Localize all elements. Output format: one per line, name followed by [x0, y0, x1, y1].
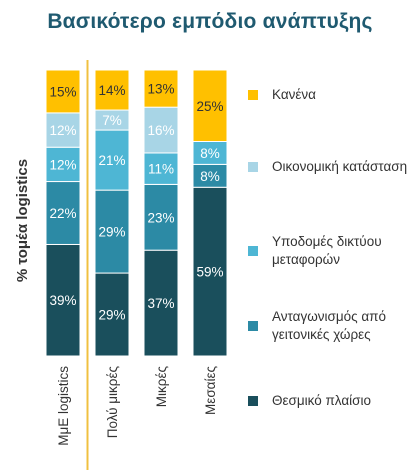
legend-item-2: Υποδομές δικτύου μεταφορών — [248, 233, 420, 269]
bar-segment-1-4 — [94, 69, 130, 111]
data-label-0-4: 15% — [49, 84, 76, 99]
data-label-2-2: 11% — [148, 162, 174, 177]
legend-item-1: Ανταγωνισμός από γειτονικές χώρες — [248, 308, 420, 344]
data-label-3-2: 8% — [200, 146, 220, 161]
bar-segment-2-2 — [143, 152, 179, 185]
data-label-1-1: 29% — [98, 225, 125, 240]
data-label-2-4: 13% — [147, 82, 174, 97]
data-label-2-3: 16% — [147, 123, 174, 138]
data-label-1-3: 7% — [102, 113, 122, 128]
data-label-1-0: 29% — [98, 308, 125, 323]
bar-segment-0-0 — [45, 243, 81, 357]
legend-swatch-0 — [248, 396, 258, 406]
legend-swatch-2 — [248, 246, 258, 256]
chart-title: Βασικότερο εμπόδιο ανάπτυξης — [47, 10, 373, 33]
bar-segment-0-1 — [45, 181, 81, 245]
legend-swatch-3 — [248, 162, 258, 172]
bar-segment-3-0 — [192, 186, 228, 357]
legend-item-3: Οικονομική κατάσταση — [248, 158, 420, 176]
data-label-1-4: 14% — [98, 83, 125, 98]
category-label-3: Μεσαίες — [203, 366, 218, 415]
bar-segment-3-4 — [192, 69, 228, 142]
data-label-0-1: 22% — [49, 206, 76, 221]
legend-label-4: Κανένα — [272, 87, 316, 102]
legend-item-0: Θεσμικό πλαίσιο — [248, 392, 420, 410]
bar-segment-0-3 — [45, 112, 81, 148]
category-label-0: ΜμΕ logistics — [56, 366, 71, 446]
bar-segment-0-4 — [45, 69, 81, 114]
data-label-0-3: 12% — [49, 123, 76, 138]
legend-label-3: Οικονομική κατάσταση — [272, 159, 408, 174]
legend-swatch-4 — [248, 90, 258, 100]
legend-label-1: Ανταγωνισμός από γειτονικές χώρες — [272, 309, 386, 342]
bar-segment-2-3 — [143, 106, 179, 154]
legend-item-4: Κανένα — [248, 86, 420, 104]
bar-segment-2-1 — [143, 183, 179, 251]
data-label-3-1: 8% — [200, 169, 220, 184]
legend-label-2: Υποδομές δικτύου μεταφορών — [272, 234, 382, 267]
data-label-0-2: 12% — [49, 157, 76, 172]
data-label-3-0: 59% — [196, 265, 223, 280]
data-label-0-0: 39% — [49, 293, 76, 308]
legend-swatch-1 — [248, 321, 258, 331]
data-label-2-0: 37% — [147, 296, 174, 311]
legend-label-0: Θεσμικό πλαίσιο — [272, 393, 371, 408]
bar-segment-1-1 — [94, 189, 130, 274]
bar-segment-2-0 — [143, 249, 179, 357]
bar-segment-2-4 — [143, 69, 179, 108]
data-label-1-2: 21% — [98, 153, 125, 168]
category-label-1: Πολύ μικρές — [105, 366, 120, 439]
bar-segment-1-2 — [94, 129, 130, 191]
bar-segment-1-0 — [94, 272, 130, 357]
data-label-2-1: 23% — [147, 210, 174, 225]
category-label-2: Μικρές — [154, 366, 169, 408]
data-label-3-4: 25% — [196, 99, 223, 114]
